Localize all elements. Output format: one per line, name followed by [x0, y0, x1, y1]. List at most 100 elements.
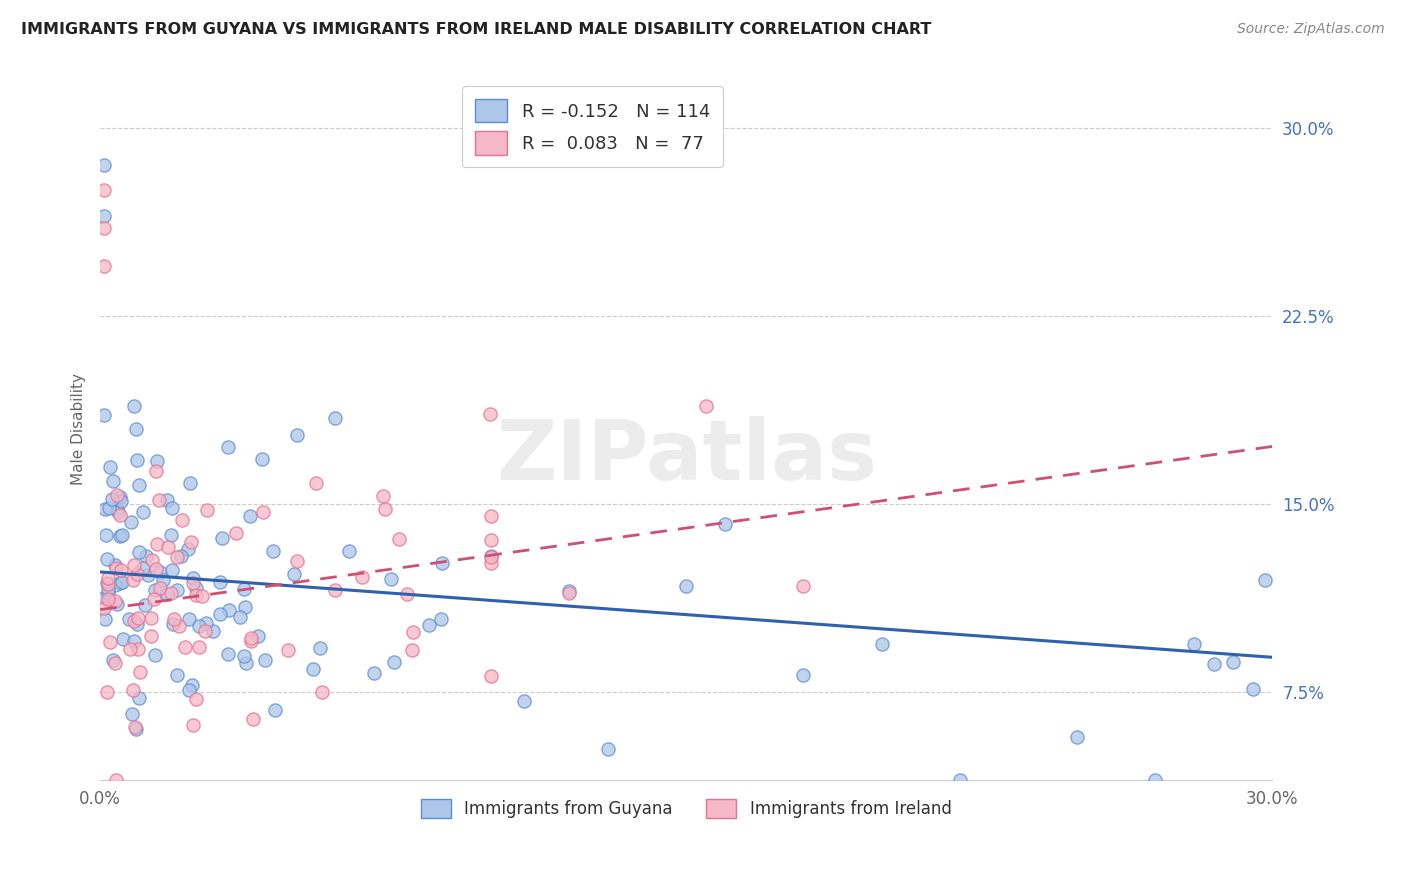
- Point: [401, 643, 423, 657]
- Point: [96, 685, 118, 699]
- Point: [105, 773, 128, 788]
- Point: [188, 618, 211, 632]
- Point: [263, 703, 285, 717]
- Point: [792, 579, 814, 593]
- Point: [239, 631, 262, 645]
- Point: [97, 582, 120, 597]
- Point: [181, 571, 204, 585]
- Point: [167, 619, 190, 633]
- Point: [190, 589, 212, 603]
- Point: [512, 693, 534, 707]
- Point: [166, 668, 188, 682]
- Point: [337, 544, 360, 558]
- Point: [93, 600, 115, 615]
- Point: [97, 592, 120, 607]
- Point: [382, 655, 405, 669]
- Point: [157, 541, 180, 555]
- Point: [104, 561, 127, 575]
- Point: [350, 570, 373, 584]
- Y-axis label: Male Disability: Male Disability: [72, 373, 86, 485]
- Point: [949, 773, 972, 788]
- Point: [145, 464, 167, 478]
- Point: [139, 630, 162, 644]
- Point: [108, 575, 131, 590]
- Point: [179, 683, 201, 698]
- Point: [479, 549, 502, 564]
- Point: [139, 610, 162, 624]
- Point: [242, 712, 264, 726]
- Point: [388, 532, 411, 546]
- Point: [156, 586, 179, 600]
- Point: [104, 657, 127, 671]
- Point: [160, 500, 183, 515]
- Point: [309, 640, 332, 655]
- Point: [179, 476, 201, 491]
- Point: [122, 615, 145, 629]
- Point: [598, 741, 620, 756]
- Point: [250, 451, 273, 466]
- Point: [93, 612, 115, 626]
- Point: [97, 577, 120, 591]
- Point: [124, 722, 146, 736]
- Point: [110, 563, 132, 577]
- Point: [211, 531, 233, 545]
- Point: [396, 587, 419, 601]
- Legend: Immigrants from Guyana, Immigrants from Ireland: Immigrants from Guyana, Immigrants from …: [415, 792, 957, 825]
- Point: [98, 635, 121, 649]
- Point: [247, 629, 270, 643]
- Point: [108, 490, 131, 504]
- Point: [162, 616, 184, 631]
- Point: [479, 669, 502, 683]
- Point: [93, 259, 115, 273]
- Point: [201, 624, 224, 639]
- Point: [1182, 637, 1205, 651]
- Point: [225, 525, 247, 540]
- Point: [363, 666, 385, 681]
- Point: [127, 611, 149, 625]
- Point: [177, 541, 200, 556]
- Point: [1066, 730, 1088, 744]
- Point: [479, 557, 502, 571]
- Point: [380, 572, 402, 586]
- Point: [122, 634, 145, 648]
- Point: [186, 692, 208, 706]
- Point: [371, 489, 394, 503]
- Point: [714, 517, 737, 532]
- Point: [128, 665, 150, 679]
- Point: [209, 607, 232, 621]
- Point: [233, 648, 256, 663]
- Point: [218, 603, 240, 617]
- Text: Source: ZipAtlas.com: Source: ZipAtlas.com: [1237, 22, 1385, 37]
- Point: [675, 579, 697, 593]
- Point: [235, 656, 257, 670]
- Point: [110, 494, 132, 508]
- Point: [432, 556, 454, 570]
- Point: [143, 591, 166, 606]
- Point: [107, 505, 129, 519]
- Point: [93, 408, 115, 422]
- Point: [233, 599, 256, 614]
- Point: [323, 411, 346, 425]
- Point: [132, 505, 155, 519]
- Point: [229, 610, 252, 624]
- Point: [285, 554, 308, 568]
- Point: [93, 183, 115, 197]
- Point: [122, 683, 145, 698]
- Point: [183, 576, 205, 591]
- Point: [285, 428, 308, 442]
- Point: [127, 642, 149, 657]
- Point: [96, 575, 118, 590]
- Point: [217, 440, 239, 454]
- Point: [180, 678, 202, 692]
- Point: [792, 668, 814, 682]
- Point: [254, 653, 277, 667]
- Point: [98, 460, 121, 475]
- Point: [159, 528, 181, 542]
- Point: [1222, 656, 1244, 670]
- Point: [101, 492, 124, 507]
- Point: [283, 566, 305, 581]
- Point: [136, 568, 159, 582]
- Point: [98, 501, 121, 516]
- Point: [127, 567, 149, 582]
- Point: [93, 221, 115, 235]
